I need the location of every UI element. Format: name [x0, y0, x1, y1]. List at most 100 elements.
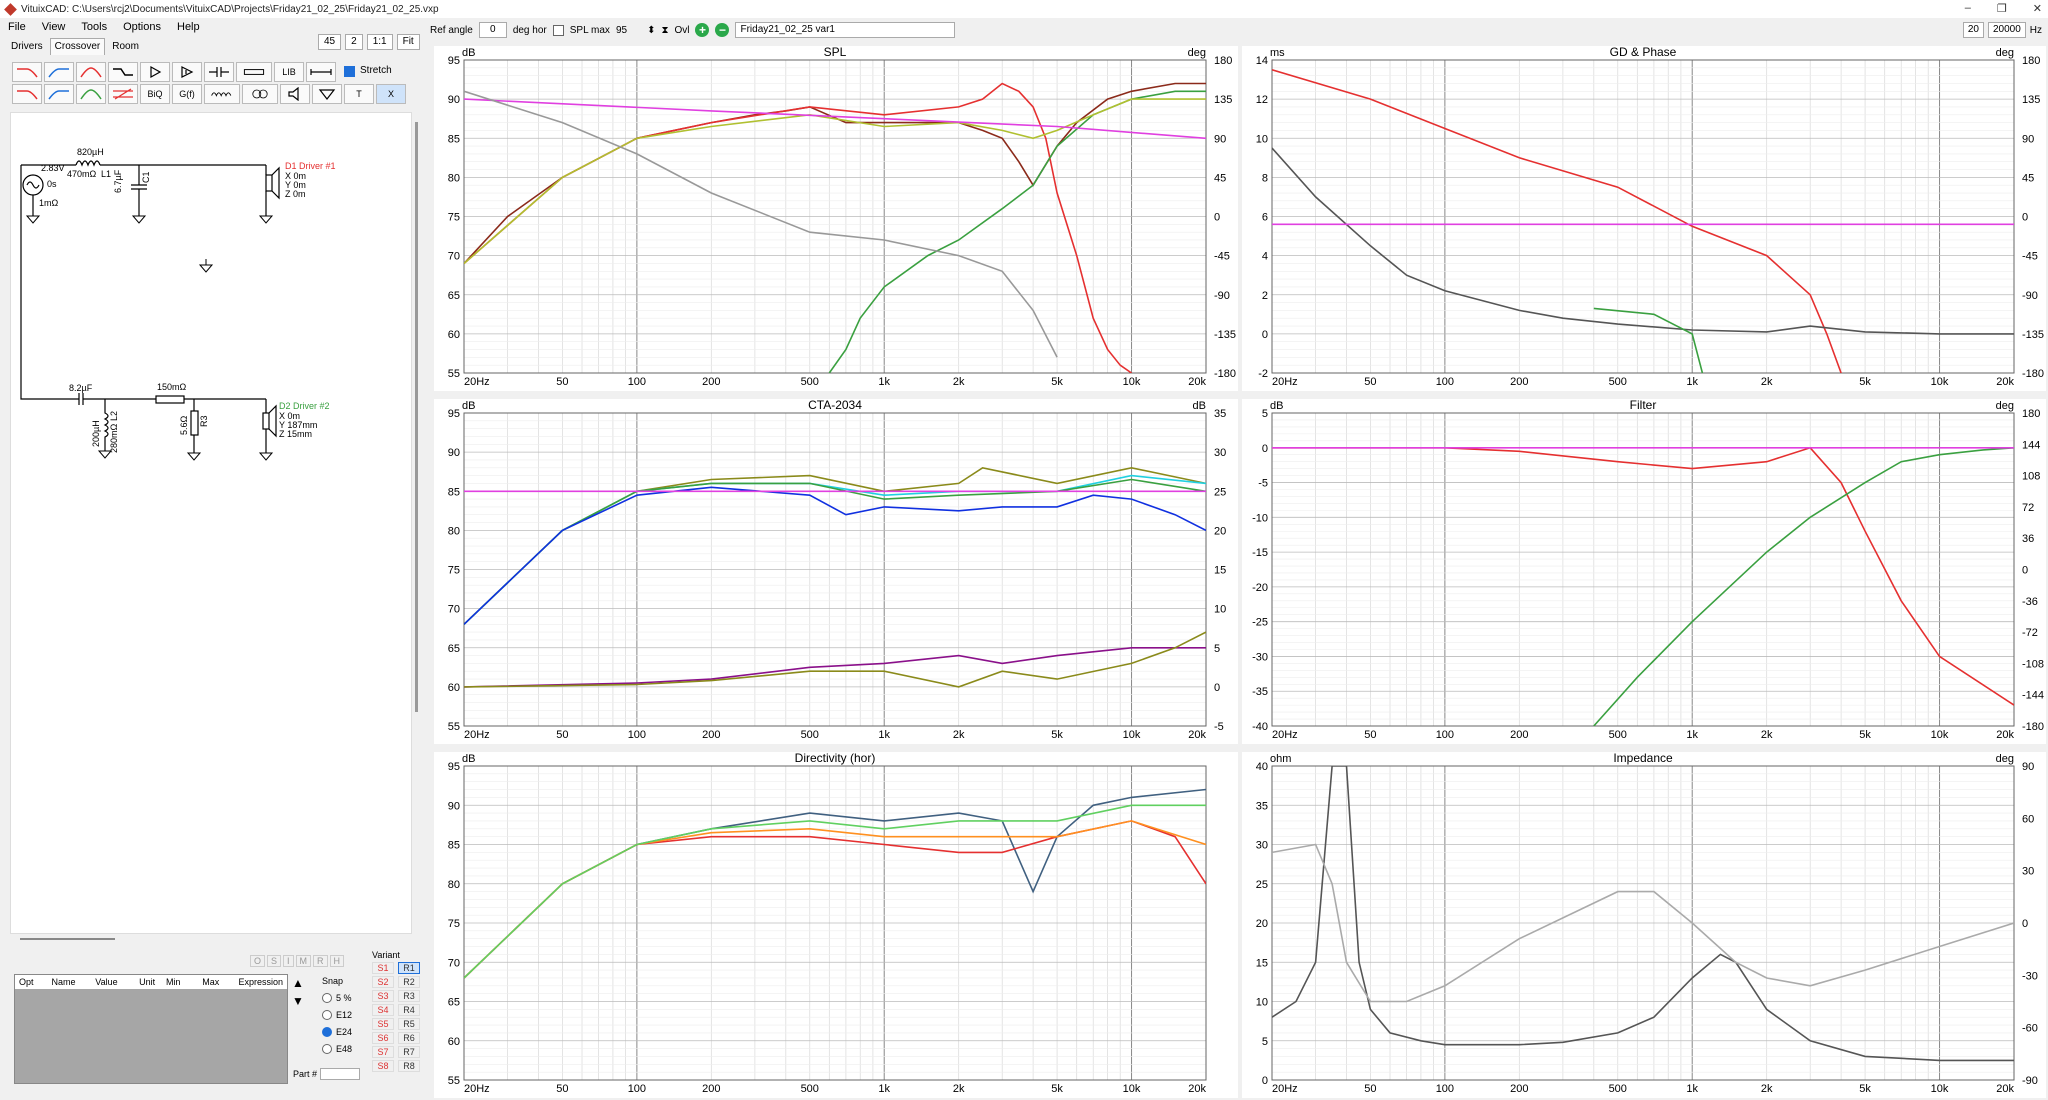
save-variant-1[interactable]: S1 [372, 962, 394, 974]
snap-radio-e24[interactable] [322, 1026, 332, 1037]
flag-s[interactable]: S [267, 955, 282, 967]
y-tick-label: 95 [448, 761, 460, 773]
tab-crossover[interactable]: Crossover [49, 38, 106, 55]
menu-tools[interactable]: Tools [81, 21, 108, 33]
left-unit-label: ms [1270, 47, 1285, 59]
menu-help[interactable]: Help [177, 21, 200, 33]
snap-radio-e12[interactable] [322, 1009, 332, 1020]
recall-variant-5[interactable]: R5 [398, 1018, 420, 1030]
save-variant-2[interactable]: S2 [372, 976, 394, 988]
recall-variant-2[interactable]: R2 [398, 976, 420, 988]
col-expression[interactable]: Expression [238, 977, 283, 987]
recall-variant-8[interactable]: R8 [398, 1060, 420, 1072]
snap-radio-e48[interactable] [322, 1043, 332, 1054]
remove-overlay-icon[interactable]: − [715, 23, 730, 37]
close-button[interactable]: ✕ [2032, 3, 2042, 15]
schematic-scrollbar[interactable] [415, 122, 418, 712]
bandpass-red-icon[interactable] [76, 62, 106, 82]
col-min[interactable]: Min [165, 977, 181, 987]
col-value[interactable]: Value [95, 977, 118, 987]
snap-radio-5[interactable] [322, 992, 332, 1003]
ground-icon[interactable] [312, 84, 342, 104]
part-input[interactable] [320, 1068, 361, 1080]
lowpass-red-icon[interactable] [12, 62, 42, 82]
fit-button[interactable]: Fit [396, 34, 420, 50]
graph-impedance[interactable]: 40 35 30 25 20 15 10 5 0 90 60 30 0 -30 -60 -90 20Hz 50 10… [1242, 752, 2046, 1098]
minimize-button[interactable]: – [1964, 2, 1971, 14]
add-overlay-icon[interactable]: + [695, 23, 710, 37]
graph-spl[interactable]: 95 90 85 80 75 70 65 60 55 180 135 90 45 0 -45 -90 -135 -… [434, 46, 1238, 391]
capacitor-icon[interactable] [204, 62, 234, 82]
maximize-button[interactable]: ❐ [1996, 3, 2007, 15]
speaker-icon[interactable] [280, 84, 310, 104]
schematic-canvas[interactable]: 2.83V 0s 1mΩ 820µH 470mΩ L1 6.7µF C1 D1 … [10, 112, 412, 934]
tab-drivers[interactable]: Drivers [11, 41, 43, 52]
gf-button[interactable]: G(f) [172, 84, 202, 104]
graph-directivity[interactable]: 95 90 85 80 75 70 65 60 55 20Hz 50 100 200 500 1k 2k 5k 1… [434, 752, 1238, 1098]
recall-variant-4[interactable]: R4 [398, 1004, 420, 1016]
flag-r[interactable]: R [313, 955, 328, 967]
col-opt[interactable]: Opt [19, 977, 34, 987]
recall-variant-3[interactable]: R3 [398, 990, 420, 1002]
series-line-0 [1272, 766, 2014, 1062]
flag-i[interactable]: I [283, 955, 294, 967]
ratio-button[interactable]: 1:1 [366, 34, 393, 50]
graph-filter[interactable]: 5 0 -5 -10 -15 -20 -25 -30 -35 -40 180 144 108 72 36 0-… [1242, 399, 2046, 744]
play-icon[interactable] [140, 62, 170, 82]
save-variant-8[interactable]: S8 [372, 1060, 394, 1072]
transformer-icon[interactable] [242, 84, 278, 104]
stretch-checkbox[interactable] [344, 66, 355, 77]
zoom-level-2[interactable]: 2 [345, 34, 363, 50]
save-variant-5[interactable]: S5 [372, 1018, 394, 1030]
graph-title: SPL [824, 46, 847, 59]
graph-cta-2034[interactable]: 95 90 85 80 75 70 65 60 55 35 30 25 20 15 10 5 0 -5 20Hz 50… [434, 399, 1238, 744]
move-up-icon[interactable]: ▲ [292, 976, 304, 990]
highpass-small-icon[interactable] [44, 84, 74, 104]
ref-angle-input[interactable]: 0 [478, 22, 507, 38]
variant-name-input[interactable]: Friday21_02_25 var1 [735, 22, 956, 38]
flag-h[interactable]: H [329, 955, 345, 967]
inductor-icon[interactable] [204, 84, 240, 104]
flag-o[interactable]: O [250, 955, 266, 967]
recall-variant-1[interactable]: R1 [398, 962, 420, 974]
lowpass-small-icon[interactable] [12, 84, 42, 104]
tab-room[interactable]: Room [112, 41, 139, 52]
menu-file[interactable]: File [8, 21, 26, 33]
updown-icon[interactable]: ⬍ [647, 24, 656, 36]
parameter-table[interactable]: Opt Name Value Unit Min Max Expression [14, 974, 288, 1084]
freq-min-input[interactable]: 20 [1962, 22, 1984, 38]
recall-variant-6[interactable]: R6 [398, 1032, 420, 1044]
highpass-blue-icon[interactable] [44, 62, 74, 82]
library-button[interactable]: LIB [274, 62, 304, 82]
text-button[interactable]: T [344, 84, 374, 104]
save-variant-6[interactable]: S6 [372, 1032, 394, 1044]
flag-m[interactable]: M [295, 955, 312, 967]
col-unit[interactable]: Unit [139, 977, 156, 987]
fit-y-icon[interactable]: ⧗ [661, 24, 669, 36]
buffer-icon[interactable] [172, 62, 202, 82]
biquad-button[interactable]: BiQ [140, 84, 170, 104]
wire-icon[interactable] [306, 62, 336, 82]
move-down-icon[interactable]: ▼ [292, 994, 304, 1008]
panel-splitter[interactable] [20, 938, 115, 940]
col-name[interactable]: Name [51, 977, 76, 987]
zoom-level-1[interactable]: 45 [318, 34, 342, 50]
save-variant-4[interactable]: S4 [372, 1004, 394, 1016]
menu-view[interactable]: View [41, 21, 66, 33]
spl-max-checkbox[interactable] [552, 24, 564, 36]
delete-button[interactable]: X [376, 84, 406, 104]
freq-max-input[interactable]: 20000 [1987, 22, 2026, 38]
resistor-icon[interactable] [236, 62, 272, 82]
notch-icon[interactable] [108, 84, 138, 104]
right-unit-label: deg [1996, 400, 2014, 412]
graph-gd-phase[interactable]: 14 12 10 8 6 4 2 0 -2 180 135 90 45 0 -45 -90 -135 -180 20… [1242, 46, 2046, 391]
menu-options[interactable]: Options [123, 21, 161, 33]
spl-max-value[interactable]: 95 [615, 24, 628, 36]
save-variant-3[interactable]: S3 [372, 990, 394, 1002]
col-max[interactable]: Max [202, 977, 220, 987]
shelf-icon[interactable] [108, 62, 138, 82]
y-tick-label: 10 [1256, 133, 1268, 145]
recall-variant-7[interactable]: R7 [398, 1046, 420, 1058]
bandpass-green-icon[interactable] [76, 84, 106, 104]
save-variant-7[interactable]: S7 [372, 1046, 394, 1058]
